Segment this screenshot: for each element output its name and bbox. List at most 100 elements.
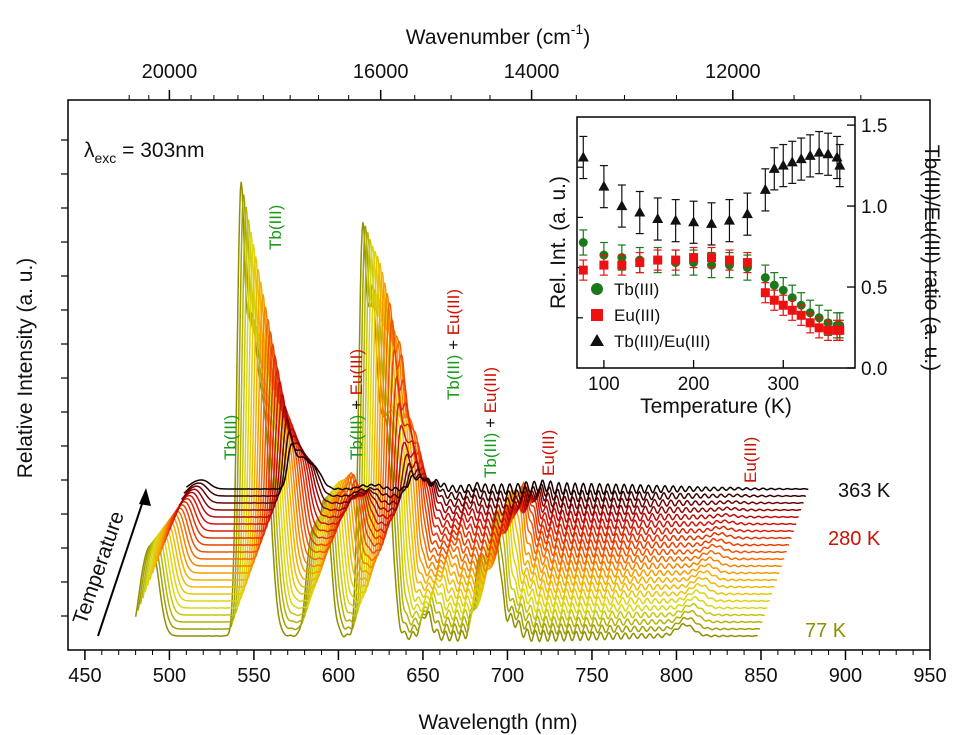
peak-label-tbeu-590-plus: + (347, 395, 366, 414)
inset-point-triangle (813, 146, 825, 157)
inset-point-triangle (616, 200, 628, 211)
x-tick-label: 850 (744, 665, 777, 687)
spectrum-curve-9 (154, 271, 777, 587)
inset-point-triangle (652, 213, 664, 224)
inset-y2-tick-label: 1.0 (861, 197, 887, 218)
temp-label-mid: 280 K (828, 528, 881, 550)
peak-label-tbeu-650-plus: + (481, 413, 500, 432)
inset-point-square (796, 310, 806, 320)
x-axis-title: Wavelength (nm) (418, 711, 577, 734)
inset-point-triangle (706, 217, 718, 228)
inset-point-triangle (768, 162, 780, 173)
peak-label-tb-490: Tb(III) (221, 415, 240, 460)
inset-point-square (835, 325, 845, 335)
spectrum-curve-8 (151, 262, 775, 594)
peak-label-tbeu-620-eu: Eu(III) (444, 289, 463, 335)
x-tick-label: 950 (913, 665, 946, 687)
x-tick-label: 750 (575, 665, 608, 687)
peak-label-eu-695: Eu(III) (539, 430, 558, 476)
inset-point-square (760, 288, 770, 298)
x2-axis-title-sup: -1 (571, 21, 584, 37)
temperature-arrow-head (139, 488, 151, 506)
inset-x-axis-title: Temperature (K) (640, 395, 792, 418)
x2-axis-title-close: ) (583, 26, 590, 49)
legend-label: Eu(III) (614, 306, 660, 325)
spectrum-curve-16 (171, 366, 794, 538)
x-tick-label: 600 (322, 665, 355, 687)
x2-axis-title-main: Wavenumber (cm (406, 26, 571, 49)
peak-label-tbeu-620: Tb(III) + Eu(III) (444, 289, 463, 400)
x2-axis-title: Wavenumber (cm-1) (406, 21, 590, 49)
peak-label-tbeu-590: Tb(III) + Eu(III) (347, 349, 366, 460)
peak-label-tbeu-590-eu: Eu(III) (347, 349, 366, 395)
inset-point-square (814, 323, 824, 333)
y-axis-title: Relative Intensity (a. u.) (14, 258, 37, 479)
spectrum-curve-10 (156, 282, 780, 580)
emission-spectra-curves (134, 181, 809, 643)
inset-point-square (617, 260, 627, 270)
inset-x-tick-label: 200 (678, 374, 710, 395)
inset-point-triangle (834, 159, 846, 170)
spectrum-curve-15 (168, 353, 792, 545)
inset-point-square (635, 258, 645, 268)
peak-label-tbeu-590-tb: Tb(III) (347, 415, 366, 460)
peak-label-tbeu-650-eu: Eu(III) (481, 367, 500, 413)
inset-x-tick-label: 100 (588, 374, 620, 395)
inset-point-circle (778, 285, 788, 295)
inset-y2-tick-label: 0.0 (861, 359, 887, 380)
spectrum-curve-19 (178, 404, 802, 517)
inset-chart: 100 200 300 0.0 0.5 1.0 1.5 Temperature (K) Rel.… (547, 116, 943, 418)
inset-point-triangle (577, 151, 589, 162)
spectrum-curve-1 (134, 181, 758, 643)
spectrum-curve-13 (163, 316, 787, 559)
inset-point-triangle (670, 214, 682, 225)
inset-point-square (778, 300, 788, 310)
inset-point-triangle (822, 148, 834, 159)
inset-point-square (689, 253, 699, 263)
inset-point-triangle (786, 156, 798, 167)
spectrum-curve-2 (137, 194, 761, 636)
spectrum-curve-11 (159, 293, 782, 573)
inset-point-triangle (804, 149, 816, 160)
inset-x-tick-label: 300 (767, 374, 799, 395)
spectrum-curve-5 (144, 231, 768, 615)
x2-tick-label: 12000 (705, 61, 761, 83)
spectrum-curve-4 (142, 219, 765, 622)
inset-point-triangle (795, 153, 807, 164)
inset-point-square (742, 258, 752, 268)
peak-label-tbeu-620-plus: + (444, 335, 463, 354)
inset-y2-axis-title: Tb(III)/Eu(III) ratio (a. u.) (920, 145, 943, 371)
x-tick-label: 450 (68, 665, 101, 687)
x-tick-label: 650 (406, 665, 439, 687)
inset-point-triangle (723, 214, 735, 225)
main-plot-border (67, 99, 931, 651)
inset-point-circle (760, 273, 770, 283)
inset-point-triangle (759, 183, 771, 194)
main-axes: 450 500 550 600 650 700 750 800 850 900 950 20000 16… (61, 61, 947, 687)
spectrum-curve-17 (173, 379, 797, 531)
peak-label-tb-545: Tb(III) (266, 205, 285, 250)
x-tick-label: 550 (237, 665, 270, 687)
spectrum-curve-6 (146, 244, 770, 608)
legend-label: Tb(III) (614, 280, 659, 299)
inset-y2-tick-label: 0.5 (861, 278, 887, 299)
inset-point-circle (578, 238, 588, 247)
peak-label-tbeu-650: Tb(III) + Eu(III) (481, 367, 500, 478)
spectrum-curve-12 (161, 302, 785, 566)
inset-point-square (787, 305, 797, 315)
inset-point-triangle (634, 206, 646, 217)
inset-point-circle (769, 280, 779, 290)
legend-marker-circle (591, 283, 603, 295)
inset-point-triangle (777, 159, 789, 170)
inset-point-square (805, 318, 815, 328)
legend-marker-triangle (590, 334, 604, 346)
inset-point-square (578, 265, 588, 275)
inset-y2-tick-label: 1.5 (861, 116, 887, 137)
temp-label-high: 363 K (838, 480, 891, 502)
x-tick-label: 500 (153, 665, 186, 687)
excitation-annotation: λexc = 303nm (84, 139, 204, 166)
inset-point-square (707, 253, 717, 263)
spectrum-curve-3 (139, 206, 763, 629)
inset-point-triangle (598, 180, 610, 191)
peak-label-eu-810: Eu(III) (741, 437, 760, 483)
